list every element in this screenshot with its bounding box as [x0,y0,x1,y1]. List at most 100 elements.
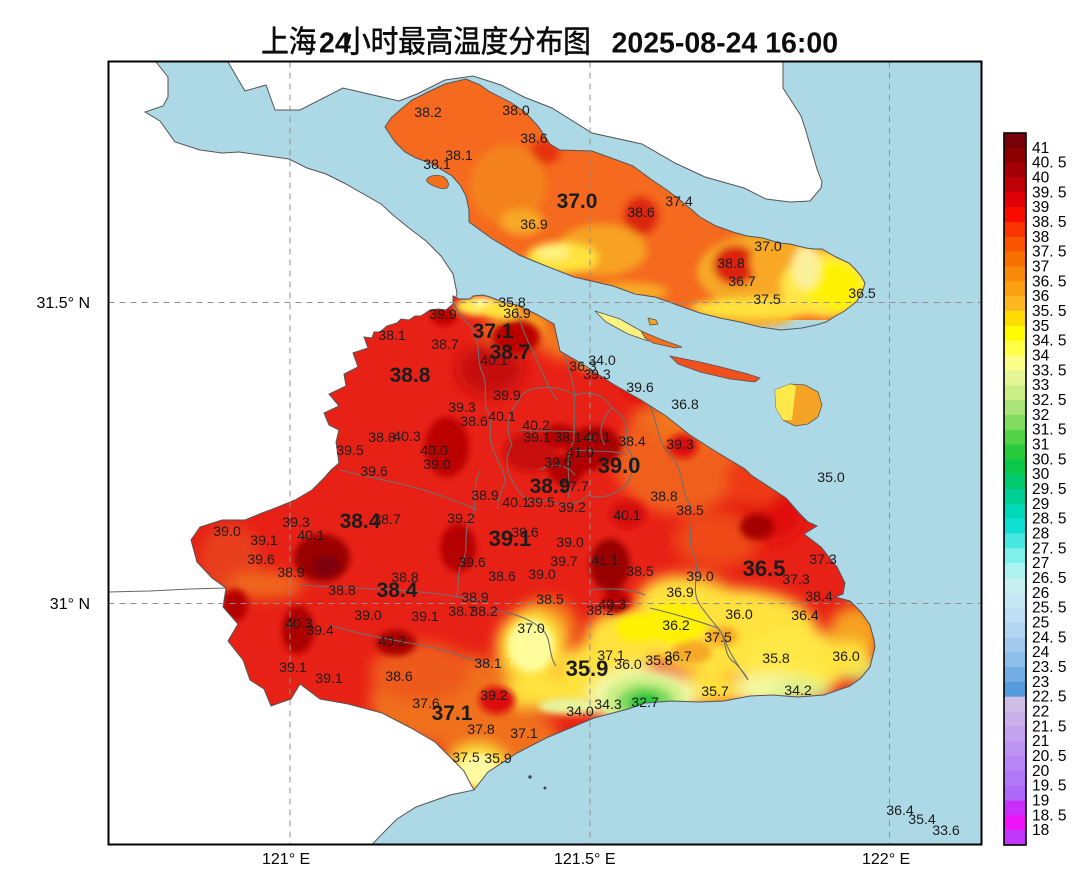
svg-text:33: 33 [1032,377,1049,394]
svg-text:25: 25 [1032,615,1049,632]
svg-text:38.8: 38.8 [368,430,396,446]
svg-text:38.9: 38.9 [277,565,305,581]
svg-text:36.4: 36.4 [791,608,819,624]
svg-text:26. 5: 26. 5 [1032,570,1066,587]
svg-text:39.2: 39.2 [558,500,586,516]
svg-text:20: 20 [1032,763,1050,780]
svg-text:36.5: 36.5 [743,556,786,581]
svg-text:40.3: 40.3 [393,429,421,445]
svg-text:40.1: 40.1 [480,353,508,369]
svg-text:39.1: 39.1 [279,660,307,676]
svg-text:36.7: 36.7 [664,649,692,665]
svg-text:23: 23 [1032,674,1049,691]
svg-text:38.7: 38.7 [431,337,459,353]
svg-text:39.1: 39.1 [411,609,439,625]
svg-text:38.8: 38.8 [717,256,745,272]
svg-text:38: 38 [1032,229,1049,246]
svg-text:29: 29 [1032,496,1049,513]
svg-text:38.5: 38.5 [626,564,654,580]
svg-text:36.0: 36.0 [832,649,860,665]
svg-text:38.2: 38.2 [586,603,614,619]
svg-text:40.1: 40.1 [502,495,530,511]
svg-text:38.4: 38.4 [618,434,646,450]
svg-text:31: 31 [1032,437,1049,454]
svg-text:37.5: 37.5 [753,292,781,308]
svg-text:26: 26 [1032,585,1049,602]
svg-text:31° N: 31° N [50,596,90,613]
svg-text:35.7: 35.7 [701,684,729,700]
svg-text:18. 5: 18. 5 [1032,807,1066,824]
svg-text:36.2: 36.2 [662,618,690,634]
svg-text:25. 5: 25. 5 [1032,600,1066,617]
svg-text:38. 5: 38. 5 [1032,214,1066,231]
svg-text:38.7: 38.7 [490,341,531,364]
svg-text:38.0: 38.0 [502,103,530,119]
svg-text:34: 34 [1032,348,1050,365]
svg-text:39.0: 39.0 [686,569,714,585]
svg-text:37.5: 37.5 [704,630,732,646]
svg-text:38.1: 38.1 [554,430,582,446]
svg-text:39.6: 39.6 [360,464,388,480]
svg-text:38.6: 38.6 [488,569,516,585]
svg-text:2025-08-24 16:00: 2025-08-24 16:00 [612,28,839,60]
svg-text:36.3: 36.3 [569,359,597,375]
svg-text:34. 5: 34. 5 [1032,333,1066,350]
svg-text:38.7: 38.7 [448,604,476,620]
svg-text:39.0: 39.0 [213,524,241,540]
svg-text:40.1: 40.1 [583,430,611,446]
svg-text:39.2: 39.2 [447,511,475,527]
svg-text:39.6: 39.6 [544,455,572,471]
svg-text:40.3: 40.3 [285,616,313,632]
svg-text:39.3: 39.3 [448,400,476,416]
svg-text:39.6: 39.6 [247,552,275,568]
svg-text:36.9: 36.9 [503,306,531,322]
svg-text:121.5° E: 121.5° E [554,851,616,868]
svg-text:37.5: 37.5 [452,750,480,766]
svg-text:38.9: 38.9 [471,488,499,504]
svg-text:19: 19 [1032,793,1049,810]
svg-text:38.8: 38.8 [390,364,431,387]
svg-text:18: 18 [1032,822,1049,839]
svg-text:38.4: 38.4 [377,579,418,602]
svg-text:33. 5: 33. 5 [1032,362,1066,379]
svg-text:31. 5: 31. 5 [1032,422,1066,439]
svg-text:40.1: 40.1 [297,528,325,544]
svg-text:39.0: 39.0 [556,535,584,551]
svg-text:37.6: 37.6 [412,696,440,712]
svg-text:37.0: 37.0 [754,239,782,255]
svg-text:35: 35 [1032,318,1049,335]
svg-text:20. 5: 20. 5 [1032,748,1066,765]
svg-text:24: 24 [319,28,351,60]
svg-text:21. 5: 21. 5 [1032,718,1066,735]
svg-text:23. 5: 23. 5 [1032,659,1066,676]
svg-text:38.6: 38.6 [520,131,548,147]
svg-text:35.8: 35.8 [762,651,790,667]
svg-text:39.0: 39.0 [528,567,556,583]
svg-text:37.8: 37.8 [467,722,495,738]
svg-text:38.4: 38.4 [340,510,381,533]
svg-text:38.5: 38.5 [536,592,564,608]
svg-text:40.2: 40.2 [378,634,406,650]
svg-text:39.4: 39.4 [306,623,334,639]
svg-text:39.1: 39.1 [523,430,551,446]
svg-text:36.4: 36.4 [886,803,914,819]
svg-text:37.1: 37.1 [432,702,473,725]
svg-text:37.0: 37.0 [557,190,598,213]
svg-text:35.8: 35.8 [645,653,673,669]
svg-text:36.0: 36.0 [725,607,753,623]
svg-text:28. 5: 28. 5 [1032,511,1066,528]
svg-text:41.1: 41.1 [591,553,619,569]
svg-text:37.7: 37.7 [561,479,589,495]
svg-text:30. 5: 30. 5 [1032,451,1066,468]
svg-text:37.1: 37.1 [510,726,538,742]
svg-text:40: 40 [1032,170,1050,187]
svg-text:38.4: 38.4 [805,589,833,605]
svg-text:40.1: 40.1 [613,508,641,524]
svg-text:36.7: 36.7 [728,274,756,290]
svg-text:32: 32 [1032,407,1049,424]
svg-text:29. 5: 29. 5 [1032,481,1066,498]
svg-text:39.3: 39.3 [583,367,611,383]
svg-text:35.0: 35.0 [817,470,845,486]
svg-text:38.6: 38.6 [460,414,488,430]
svg-text:38.1: 38.1 [378,328,406,344]
